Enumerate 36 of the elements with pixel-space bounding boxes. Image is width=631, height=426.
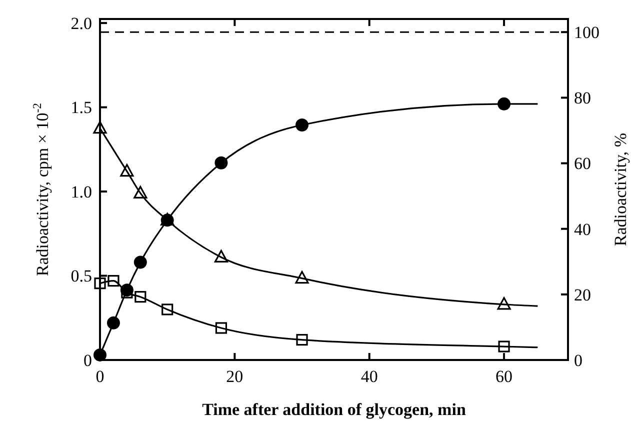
point [94,278,106,290]
y2-axis-title: Radioactivity, % [611,132,630,246]
point [162,304,174,316]
point [296,334,308,346]
y2-tick-label: 40 [574,220,591,239]
y-tick-label: 1.5 [70,98,92,118]
y-tick-label: 0 [84,350,92,370]
x-tick-label: 20 [226,367,244,386]
point [93,121,107,134]
point [134,291,146,303]
point [214,250,228,263]
y-tick-label: 2.0 [70,14,92,33]
point [498,340,510,352]
point [497,297,511,310]
point [108,275,120,287]
point [120,164,134,177]
point [134,186,148,199]
point [121,286,133,298]
x-tick-label: 60 [496,367,513,386]
point [134,256,147,269]
y2-tick-label: 80 [574,88,591,108]
y-tick-label: 0.5 [70,266,92,286]
point [295,270,309,284]
y2-tick-label: 0 [574,350,582,370]
x-tick-label: 0 [96,367,104,386]
y-tick-label: 1.0 [70,182,92,202]
point [498,97,511,110]
y2-tick-label: 100 [574,23,600,42]
y2-tick-label: 60 [574,154,591,174]
point [106,316,120,330]
point [296,118,309,132]
point [214,156,228,170]
y2-tick-label: 20 [574,285,591,304]
point [215,322,228,334]
x-axis-title: Time after addition of glycogen, min [202,400,466,419]
x-tick-label: 40 [360,367,378,386]
